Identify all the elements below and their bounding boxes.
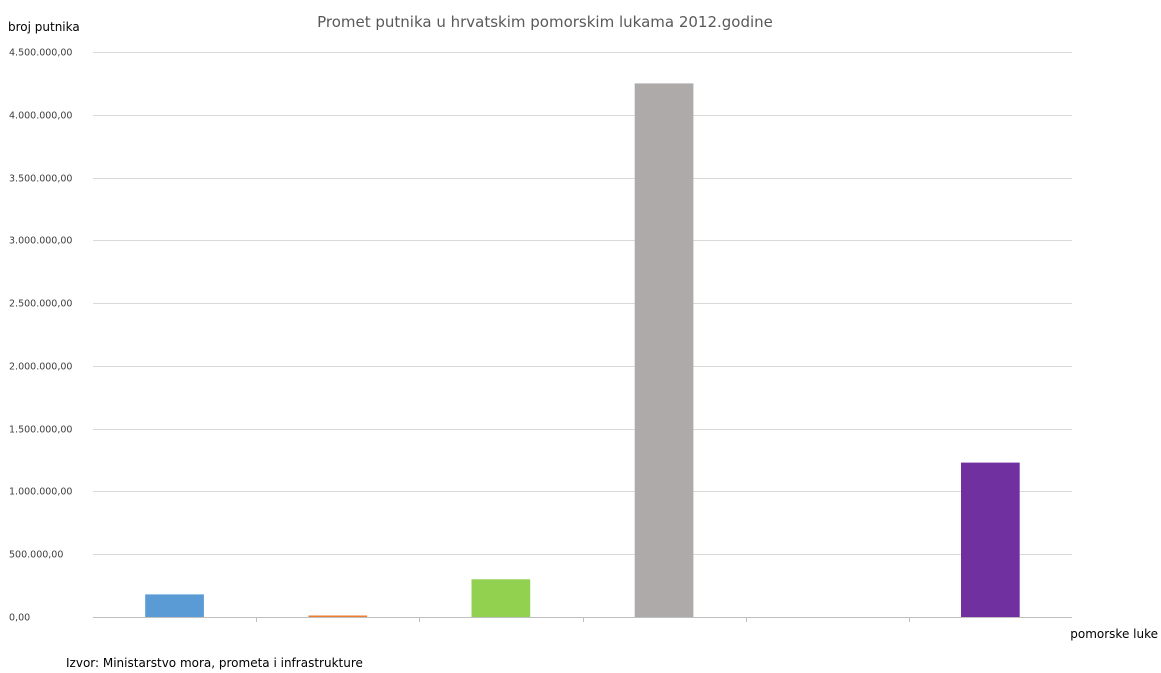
- y-tick-label: 0,00: [9, 613, 30, 624]
- source-note: Izvor: Ministarstvo mora, prometa i infr…: [66, 656, 363, 670]
- y-tick-label: 3.500.000,00: [9, 174, 72, 185]
- y-tick-label: 2.000.000,00: [9, 362, 72, 373]
- y-axis-title: broj putnika: [8, 20, 80, 34]
- gridlines: [93, 52, 1072, 555]
- y-tick-label: 4.500.000,00: [9, 48, 72, 59]
- bar-2: [308, 615, 368, 617]
- bar-1: [145, 594, 204, 617]
- chart-title: Promet putnika u hrvatskim pomorskim luk…: [317, 13, 773, 31]
- bar-3: [471, 579, 531, 617]
- y-tick-label: 4.000.000,00: [9, 111, 72, 122]
- x-axis-title: pomorske luke: [1070, 627, 1158, 641]
- y-tick-label: 2.500.000,00: [9, 299, 72, 310]
- bar-6: [961, 462, 1020, 617]
- y-tick-label: 1.000.000,00: [9, 487, 72, 498]
- bars: [145, 83, 1020, 617]
- y-tick-label: 500.000,00: [9, 550, 63, 561]
- y-axis-tick-labels: 0,00 500.000,00 1.000.000,00 1.500.000,00 2.…: [9, 48, 72, 624]
- bar-4: [634, 83, 694, 617]
- y-tick-label: 3.000.000,00: [9, 236, 72, 247]
- y-tick-label: 1.500.000,00: [9, 425, 72, 436]
